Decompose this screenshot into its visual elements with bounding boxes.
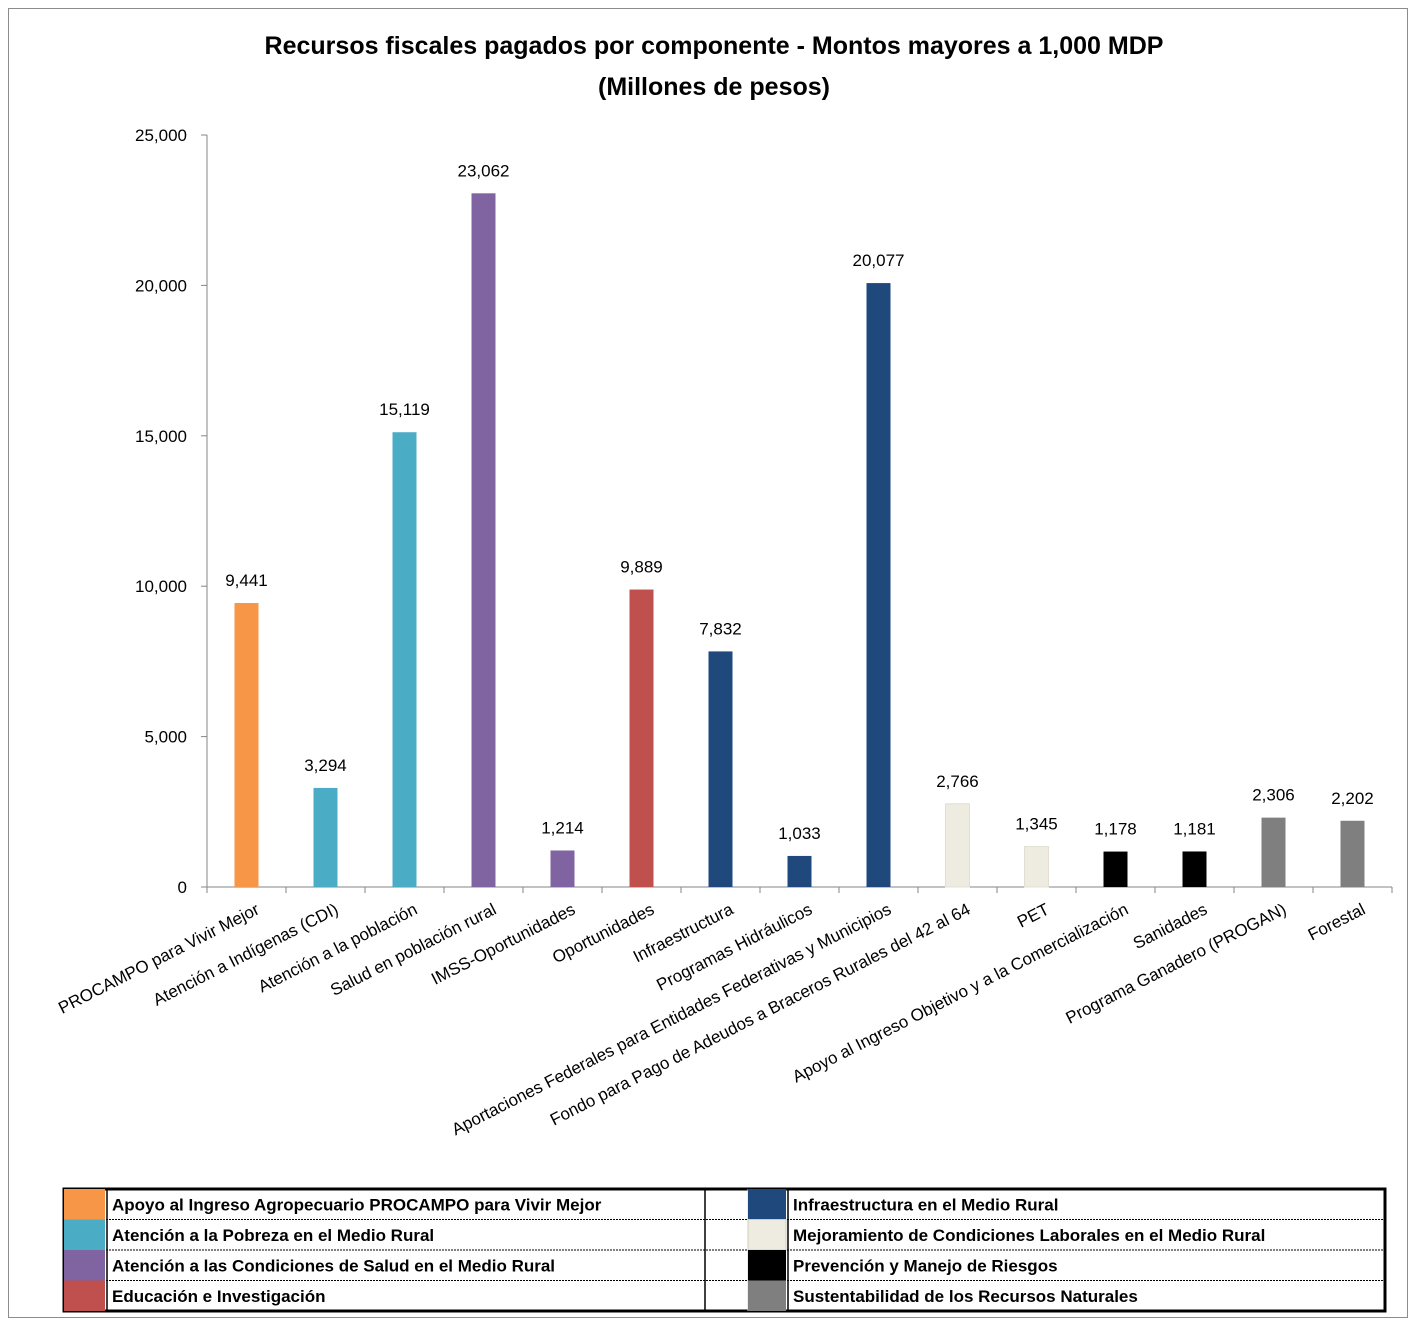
data-labels: 9,441 3,294 15,119 23,062 1,214 9,889 7,832 1,0… [225,161,1374,843]
data-label: 7,832 [699,619,742,638]
bar [945,803,970,888]
legend-label: Mejoramiento de Condiciones Laborales en… [793,1226,1265,1245]
bar [550,850,575,887]
data-label: 1,033 [778,824,821,843]
chart-title: Recursos fiscales pagados por componente… [265,32,1164,60]
bar [234,603,259,887]
legend-swatch [748,1250,786,1281]
bar [1103,851,1128,887]
data-label: 2,306 [1252,786,1295,805]
y-tick-label: 15,000 [135,427,187,446]
data-label: 9,889 [620,558,663,577]
data-label: 1,345 [1015,815,1058,834]
y-tick-label: 0 [178,878,187,897]
data-label: 1,214 [541,818,584,837]
bar [1182,851,1207,887]
bar [1340,820,1365,887]
data-label: 1,178 [1094,820,1137,839]
bar [471,193,496,887]
y-tick-label: 20,000 [135,276,187,295]
y-tick-label: 25,000 [135,126,187,145]
bar [1261,817,1286,887]
legend-swatch [64,1189,105,1220]
chart-frame [8,8,1408,1318]
legend-label: Infraestructura en el Medio Rural [793,1196,1058,1215]
data-label: 20,077 [853,251,905,270]
legend-swatch [64,1250,105,1281]
data-label: 2,202 [1331,789,1374,808]
legend-label: Apoyo al Ingreso Agropecuario PROCAMPO p… [112,1196,602,1215]
legend-label: Sustentabilidad de los Recursos Naturale… [793,1287,1138,1306]
bar [629,589,654,887]
data-label: 3,294 [304,756,347,775]
category-label: PET [1014,900,1052,932]
bar [392,432,417,887]
legend-swatch [748,1280,786,1311]
legend-swatch [748,1189,786,1220]
legend-label: Atención a las Condiciones de Salud en e… [112,1257,555,1276]
bars [234,193,1365,888]
category-label: IMSS-Oportunidades [428,900,578,989]
data-label: 23,062 [458,161,510,180]
legend-label: Prevención y Manejo de Riesgos [793,1257,1058,1276]
bar [866,283,891,887]
bar [708,651,733,887]
y-axis: 0 5,000 10,000 15,000 20,000 25,000 [135,126,208,897]
y-tick-label: 10,000 [135,577,187,596]
data-label: 15,119 [379,400,430,419]
legend-label: Atención a la Pobreza en el Medio Rural [112,1226,434,1245]
legend-swatch [64,1280,105,1311]
data-label: 1,181 [1173,819,1216,838]
bar [1024,846,1049,888]
data-label: 2,766 [936,772,979,791]
data-label: 9,441 [225,571,268,590]
bar [313,787,338,887]
legend-swatch [747,1219,787,1251]
x-axis [206,886,1393,893]
category-label: Forestal [1305,900,1368,945]
chart-subtitle: (Millones de pesos) [598,73,830,101]
legend-label: Educación e Investigación [112,1287,326,1306]
bar [787,855,812,887]
legend-swatch [64,1219,105,1250]
y-tick-label: 5,000 [144,728,187,747]
legend: Apoyo al Ingreso Agropecuario PROCAMPO p… [62,1187,1387,1313]
